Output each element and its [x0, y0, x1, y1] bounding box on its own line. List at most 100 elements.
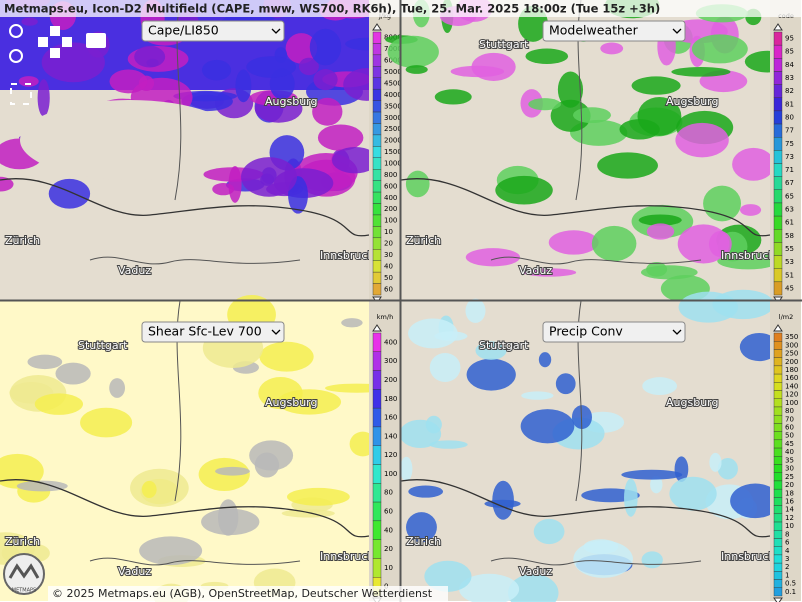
field-blob	[37, 79, 50, 117]
legend-label: 300	[384, 357, 397, 365]
legend-swatch	[372, 445, 382, 465]
legend-label: 71	[785, 166, 794, 174]
legend-label: 40	[785, 448, 794, 456]
zoom-in[interactable]	[9, 24, 23, 38]
legend-label: 6	[785, 539, 790, 547]
legend-label: 3	[785, 555, 789, 563]
layer-selector-label: Precip Conv	[549, 324, 623, 339]
field-blob	[16, 480, 68, 492]
legend-label: 60	[384, 507, 393, 515]
legend-label: 84	[785, 61, 794, 69]
legend-label: 67	[785, 179, 794, 187]
legend-label: 14	[785, 506, 794, 514]
legend-swatch	[773, 150, 783, 164]
pan-left[interactable]	[38, 37, 48, 47]
field-gap	[20, 100, 240, 180]
pan-up[interactable]	[50, 26, 60, 36]
legend-label: 5000	[384, 68, 402, 76]
city-label: Zürich	[5, 535, 40, 548]
legend-swatch	[773, 44, 783, 59]
layer-selector[interactable]	[141, 321, 285, 343]
legend-swatch	[372, 483, 382, 503]
city-label: Innsbruck	[721, 249, 775, 262]
legend-label: 10	[384, 564, 393, 572]
city-label: Stuttgart	[78, 339, 128, 352]
field-blob	[434, 89, 472, 105]
legend-label: 250	[785, 350, 798, 358]
legend-swatch	[773, 373, 783, 383]
legend-swatch	[773, 472, 783, 482]
legend-swatch	[372, 351, 382, 371]
legend-label: 77	[785, 127, 794, 135]
legend-arrow	[773, 597, 783, 602]
legend-label: 53	[785, 258, 794, 266]
legend-label: 400	[384, 194, 397, 202]
field-blob	[249, 440, 294, 471]
legend-label: 3500	[384, 102, 402, 110]
field-blob	[730, 483, 781, 519]
legend-label: 120	[785, 391, 798, 399]
field-blob	[408, 318, 458, 349]
field-blob	[331, 147, 379, 174]
field-blob	[215, 466, 250, 476]
field-blob	[201, 59, 232, 81]
layer-selector[interactable]	[542, 321, 686, 343]
legend-label: 51	[785, 271, 794, 279]
legend-label: 100	[785, 399, 798, 407]
legend-swatch	[773, 456, 783, 465]
legend-label: 0.5	[785, 580, 796, 588]
pan-down[interactable]	[50, 48, 60, 58]
field-blob	[641, 551, 663, 569]
field-blob	[309, 28, 342, 66]
legend-swatch	[773, 579, 783, 588]
city-label: Innsbruck	[320, 249, 374, 262]
legend-swatch	[372, 111, 382, 124]
legend-label: 30	[785, 465, 794, 473]
legend-label: 83	[785, 74, 794, 82]
field-blob	[600, 42, 624, 55]
legend-swatch	[773, 497, 783, 506]
legend-label: 1500	[384, 148, 402, 156]
camera[interactable]	[86, 33, 106, 48]
legend-label: 35	[785, 456, 794, 464]
field-blob	[109, 378, 126, 398]
field-blob	[55, 362, 91, 385]
legend-swatch	[773, 382, 783, 391]
field-blob	[591, 225, 637, 262]
legend-label: 40	[384, 526, 393, 534]
legend-label: 2000	[384, 137, 402, 145]
field-blob	[317, 124, 364, 151]
field-blob	[27, 354, 63, 370]
field-blob	[341, 318, 363, 328]
legend-swatch	[372, 249, 382, 261]
pan-right[interactable]	[62, 37, 72, 47]
city-label: Stuttgart	[479, 38, 529, 51]
field-blob	[675, 122, 729, 158]
field-blob	[424, 560, 472, 592]
legend-swatch	[773, 242, 783, 256]
dropdown-arrow	[672, 28, 682, 34]
legend-swatch	[372, 88, 382, 101]
legend-label: 73	[785, 153, 794, 161]
legend-label: 45	[785, 440, 794, 448]
field-blob	[548, 230, 599, 255]
legend-swatch	[372, 558, 382, 578]
field-blob	[525, 48, 569, 64]
field-blob	[21, 17, 38, 26]
legend-label: 10	[785, 522, 794, 530]
legend-swatch	[773, 268, 783, 283]
field-blob	[642, 377, 677, 396]
layer-selector[interactable]	[141, 20, 285, 42]
zoom-out[interactable]	[9, 49, 23, 63]
field-blob	[259, 341, 314, 372]
legend-swatch	[372, 180, 382, 193]
map-controls[interactable]	[9, 24, 106, 105]
legend-swatch	[773, 554, 783, 564]
field-blob	[130, 468, 189, 508]
layer-selector[interactable]	[542, 20, 686, 42]
dropdown-arrow	[271, 28, 281, 34]
field-blob	[241, 157, 297, 197]
city-label: Innsbruck	[320, 550, 374, 563]
field-blob	[508, 573, 559, 602]
legend-label: 4500	[384, 79, 402, 87]
